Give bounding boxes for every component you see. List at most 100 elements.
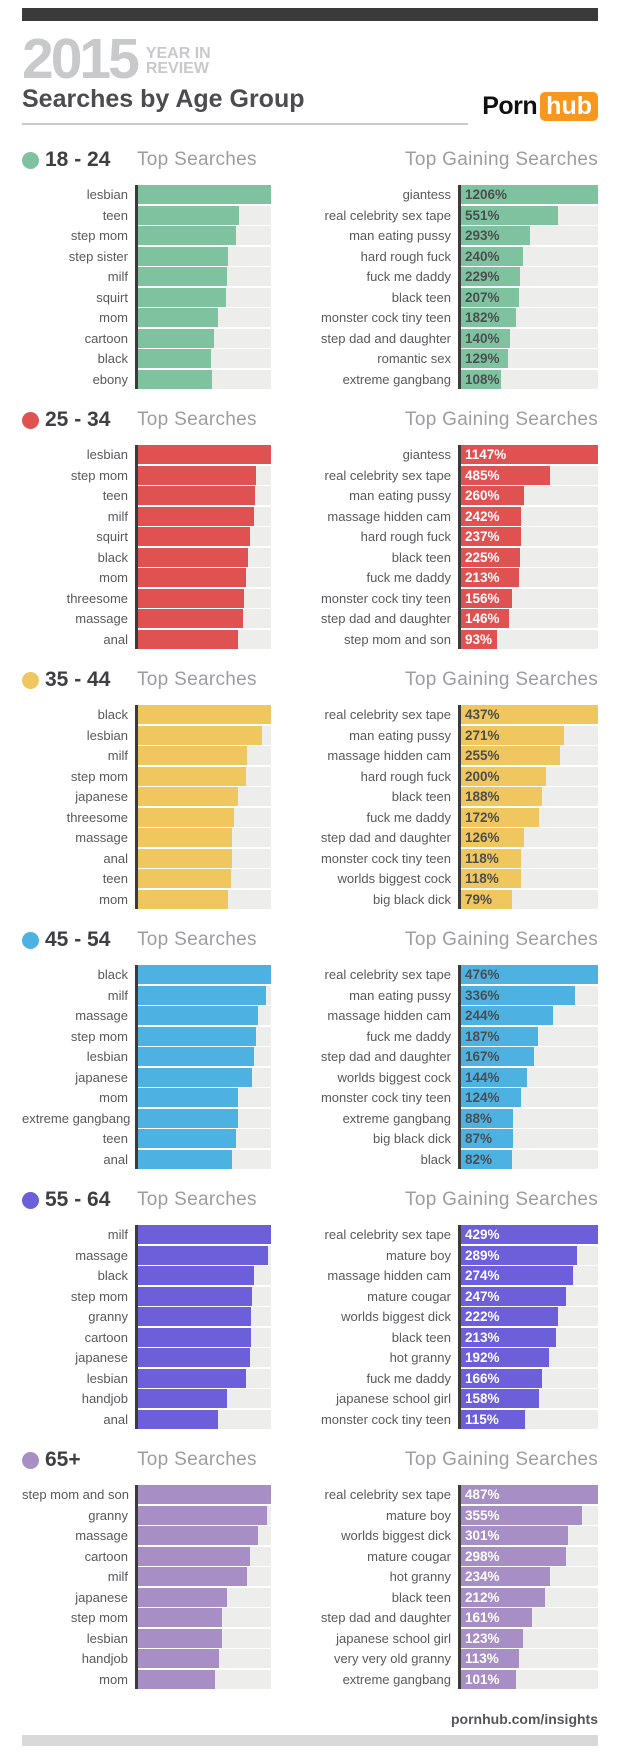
section-body-18-24: lesbian teen step mom step sister milf squirt… [22, 185, 598, 389]
bar-fill [461, 725, 564, 745]
bar-track: 172% [461, 807, 598, 827]
search-term-label: step mom [70, 228, 128, 244]
age-dot-icon [22, 411, 39, 429]
search-term-label: anal [103, 631, 128, 647]
bar-fill [461, 369, 501, 389]
bar-track: 551% [461, 205, 598, 225]
bar-fill [138, 568, 246, 588]
section-body-45-54: black milf massage step mom lesbian japanese m… [22, 965, 598, 1169]
bar-track [138, 1505, 271, 1525]
bar-fill [461, 246, 523, 266]
bar-fill [461, 1409, 526, 1429]
bar-track [138, 1225, 271, 1245]
bar-track [138, 287, 271, 307]
bar-track [138, 568, 271, 588]
bar-track [138, 1006, 271, 1026]
bar-fill [461, 1307, 559, 1327]
bar-track [138, 1546, 271, 1566]
age-dot-icon [22, 1451, 39, 1469]
gain-percent-value: 123% [465, 1630, 500, 1646]
gain-percent-value: 437% [465, 707, 500, 723]
top-gaining-searches-title: Top Gaining Searches [405, 1449, 598, 1471]
age-range-label: 18 - 24 [45, 148, 111, 172]
bar-fill [138, 1505, 267, 1525]
bar-track [138, 705, 271, 725]
age-group: 18 - 24 [22, 148, 137, 172]
search-term-label: anal [103, 1411, 128, 1427]
bar-track [138, 1389, 271, 1409]
top-searches-bars [135, 705, 271, 909]
gain-percent-value: 124% [465, 1090, 500, 1106]
search-term-label: anal [103, 1151, 128, 1167]
bar-track: 118% [461, 848, 598, 868]
bar-track: 158% [461, 1389, 598, 1409]
bar-track: 108% [461, 369, 598, 389]
bar-fill [138, 1266, 254, 1286]
gain-percent-value: 213% [465, 570, 500, 586]
bar-track: 144% [461, 1067, 598, 1087]
bar-track: 87% [461, 1129, 598, 1149]
bar-fill [461, 486, 525, 506]
pornhub-logo-porn: Porn [482, 92, 538, 121]
header: 2015 YEAR IN REVIEW Searches by Age Grou… [22, 30, 598, 126]
search-term-label: black teen [391, 1589, 451, 1605]
gain-percent-value: 429% [465, 1227, 500, 1243]
age-dot-icon [22, 931, 39, 949]
bar-fill [461, 1006, 553, 1026]
search-term-label: step dad and daughter [320, 1610, 451, 1626]
bar-track [138, 985, 271, 1005]
bar-fill [461, 267, 520, 287]
bar-fill [138, 308, 218, 328]
bar-fill [461, 1505, 582, 1525]
bar-track: 237% [461, 527, 598, 547]
section-body-65+: step mom and son granny massage cartoon milf… [22, 1485, 598, 1689]
section-body-55-64: milf massage black step mom granny cartoon jap… [22, 1225, 598, 1429]
bar-track: 274% [461, 1266, 598, 1286]
gain-percent-value: 485% [465, 467, 500, 483]
top-gaining-searches-title: Top Gaining Searches [405, 409, 598, 431]
bar-track [138, 609, 271, 629]
bar-fill [138, 1348, 250, 1368]
bar-fill [138, 1067, 253, 1087]
search-term-label: hard rough fuck [360, 248, 451, 264]
gain-percent-value: 242% [465, 508, 500, 524]
search-term-label: real celebrity sex tape [324, 467, 451, 483]
search-term-label: cartoon [84, 1329, 128, 1345]
bar-fill [138, 1088, 238, 1108]
bar-track: 298% [461, 1546, 598, 1566]
age-range-label: 45 - 54 [45, 928, 111, 952]
bar-fill [138, 287, 226, 307]
search-term-label: massage hidden cam [327, 508, 451, 524]
search-term-label: man eating pussy [349, 987, 451, 1003]
bar-track: 115% [461, 1409, 598, 1429]
search-term-label: step mom and son [344, 631, 451, 647]
bar-track: 293% [461, 226, 598, 246]
bar-fill [138, 506, 254, 526]
bar-track: 126% [461, 828, 598, 848]
search-term-label: black teen [391, 789, 451, 805]
bar-fill [138, 465, 257, 485]
bar-fill [461, 1608, 533, 1628]
bar-fill [138, 848, 233, 868]
bar-fill [461, 547, 520, 567]
gain-percent-value: 289% [465, 1247, 500, 1263]
bar-fill [461, 185, 598, 205]
bar-fill [461, 1348, 549, 1368]
bar-track [138, 349, 271, 369]
bar-track [138, 1149, 271, 1169]
bar-fill [461, 527, 522, 547]
gain-percent-value: 126% [465, 830, 500, 846]
insights-url[interactable]: pornhub.com/insights [451, 1711, 598, 1728]
search-term-label: milf [107, 269, 128, 285]
search-term-label: real celebrity sex tape [324, 967, 451, 983]
search-term-label: mature cougar [367, 1548, 451, 1564]
bar-track [138, 308, 271, 328]
gaining-searches-bars: 429% 289% 274% 247% 222% 213% 192% 166% 158% 115% [458, 1225, 598, 1429]
bar-track: 234% [461, 1567, 598, 1587]
bar-track [138, 226, 271, 246]
bar-track: 146% [461, 609, 598, 629]
gain-percent-value: 234% [465, 1569, 500, 1585]
top-searches-bars [135, 965, 271, 1169]
section-body-25-34: lesbian step mom teen milf squirt black mom thr… [22, 445, 598, 649]
